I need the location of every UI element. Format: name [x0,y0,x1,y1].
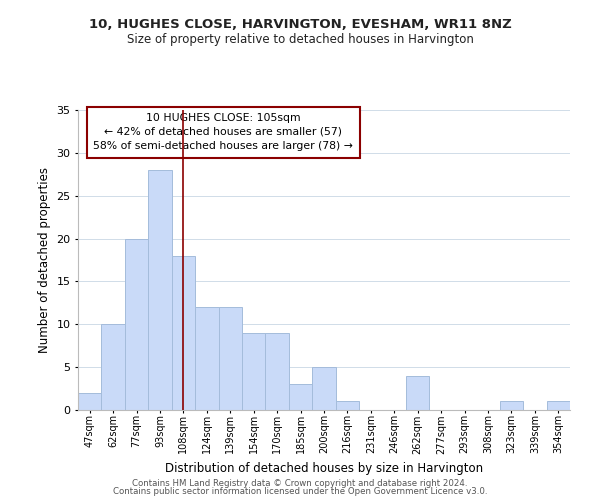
Bar [218,307,242,410]
Bar [125,238,148,410]
Bar [78,393,101,410]
Bar [500,402,523,410]
Bar [172,256,195,410]
X-axis label: Distribution of detached houses by size in Harvington: Distribution of detached houses by size … [165,462,483,475]
Bar [148,170,172,410]
Text: Contains public sector information licensed under the Open Government Licence v3: Contains public sector information licen… [113,487,487,496]
Bar [242,333,265,410]
Bar [265,333,289,410]
Bar [312,367,336,410]
Bar [547,402,570,410]
Text: 10, HUGHES CLOSE, HARVINGTON, EVESHAM, WR11 8NZ: 10, HUGHES CLOSE, HARVINGTON, EVESHAM, W… [89,18,511,30]
Bar [289,384,312,410]
Bar [195,307,218,410]
Y-axis label: Number of detached properties: Number of detached properties [38,167,50,353]
Bar [336,402,359,410]
Text: Contains HM Land Registry data © Crown copyright and database right 2024.: Contains HM Land Registry data © Crown c… [132,478,468,488]
Bar [406,376,430,410]
Bar [101,324,125,410]
Text: 10 HUGHES CLOSE: 105sqm
← 42% of detached houses are smaller (57)
58% of semi-de: 10 HUGHES CLOSE: 105sqm ← 42% of detache… [93,113,353,151]
Text: Size of property relative to detached houses in Harvington: Size of property relative to detached ho… [127,32,473,46]
